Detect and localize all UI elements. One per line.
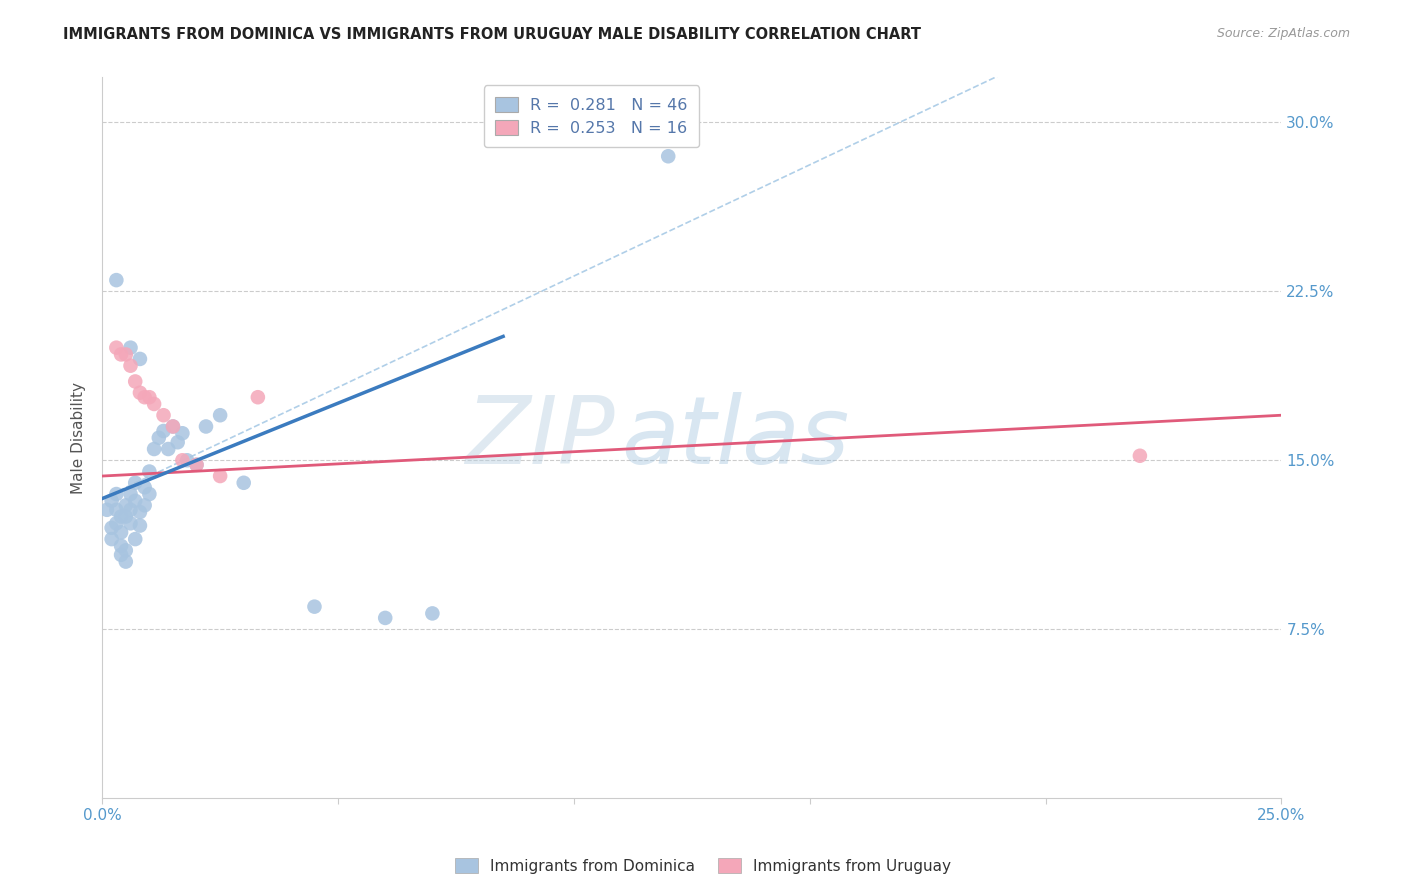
Point: [110, 539, 132, 553]
Point: [166, 435, 188, 450]
Point: [105, 487, 128, 501]
Point: [138, 390, 160, 404]
Point: [152, 424, 174, 438]
Point: [124, 475, 146, 490]
Point: [100, 532, 122, 546]
Point: [114, 347, 136, 361]
Point: [138, 465, 160, 479]
Point: [105, 341, 128, 355]
Point: [114, 555, 136, 569]
Point: [129, 505, 152, 519]
Text: ZIP: ZIP: [465, 392, 616, 483]
Point: [304, 599, 326, 614]
Point: [120, 341, 142, 355]
Point: [105, 273, 128, 287]
Text: Source: ZipAtlas.com: Source: ZipAtlas.com: [1216, 27, 1350, 40]
Point: [100, 493, 122, 508]
Point: [232, 475, 254, 490]
Point: [176, 453, 198, 467]
Point: [209, 409, 232, 423]
Point: [134, 498, 156, 512]
Point: [110, 347, 132, 361]
Point: [195, 419, 218, 434]
Point: [120, 359, 142, 373]
Point: [422, 607, 444, 621]
Point: [172, 453, 194, 467]
Point: [100, 521, 122, 535]
Point: [114, 498, 136, 512]
Point: [124, 375, 146, 389]
Point: [110, 509, 132, 524]
Point: [114, 509, 136, 524]
Point: [1129, 449, 1152, 463]
Point: [96, 503, 118, 517]
Y-axis label: Male Disability: Male Disability: [72, 382, 86, 494]
Point: [134, 480, 156, 494]
Point: [143, 442, 166, 456]
Point: [143, 397, 166, 411]
Point: [110, 548, 132, 562]
Point: [157, 442, 180, 456]
Point: [129, 385, 152, 400]
Text: atlas: atlas: [621, 392, 849, 483]
Point: [120, 487, 142, 501]
Point: [138, 487, 160, 501]
Point: [114, 543, 136, 558]
Point: [152, 409, 174, 423]
Point: [105, 503, 128, 517]
Point: [186, 458, 208, 472]
Legend: R =  0.281   N = 46, R =  0.253   N = 16: R = 0.281 N = 46, R = 0.253 N = 16: [484, 86, 699, 147]
Point: [209, 469, 232, 483]
Point: [124, 532, 146, 546]
Point: [120, 516, 142, 531]
Point: [246, 390, 269, 404]
Point: [186, 458, 208, 472]
Point: [129, 351, 152, 366]
Point: [657, 149, 679, 163]
Legend: Immigrants from Dominica, Immigrants from Uruguay: Immigrants from Dominica, Immigrants fro…: [449, 852, 957, 880]
Text: IMMIGRANTS FROM DOMINICA VS IMMIGRANTS FROM URUGUAY MALE DISABILITY CORRELATION : IMMIGRANTS FROM DOMINICA VS IMMIGRANTS F…: [63, 27, 921, 42]
Point: [124, 493, 146, 508]
Point: [162, 419, 184, 434]
Point: [148, 431, 170, 445]
Point: [134, 390, 156, 404]
Point: [110, 525, 132, 540]
Point: [162, 419, 184, 434]
Point: [172, 426, 194, 441]
Point: [120, 503, 142, 517]
Point: [374, 611, 396, 625]
Point: [129, 518, 152, 533]
Point: [105, 516, 128, 531]
